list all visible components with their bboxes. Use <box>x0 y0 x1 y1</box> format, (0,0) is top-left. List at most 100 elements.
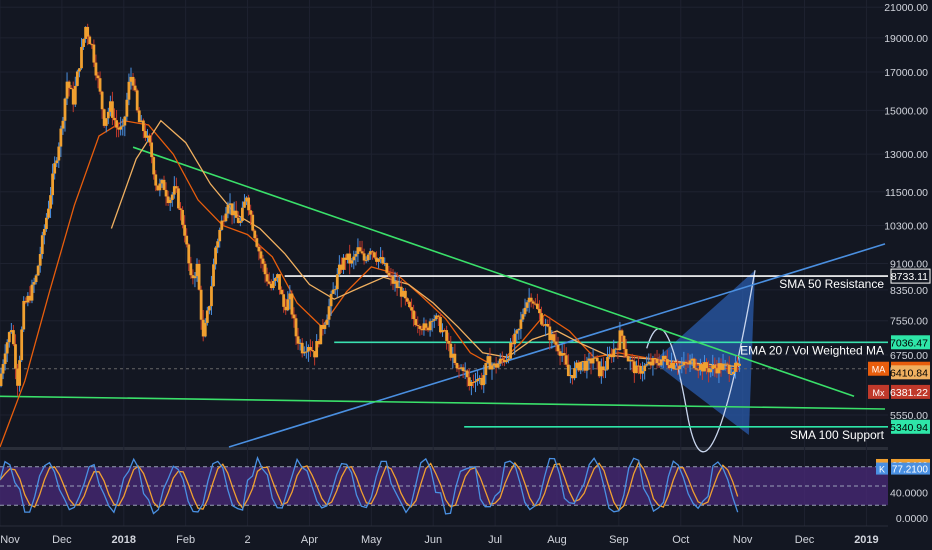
candle-body <box>488 356 492 370</box>
price-badge-tag-label: MA <box>872 365 886 375</box>
candle-body <box>224 213 228 222</box>
candle-body <box>63 98 67 121</box>
candle-body <box>53 163 57 174</box>
candle-body <box>698 364 702 370</box>
price-tick-label: 6750.00 <box>890 350 928 362</box>
candle-body <box>210 286 213 307</box>
annotations: SMA 50 Resistance EMA 20 / Vol Weighted M… <box>740 277 885 442</box>
candle-body <box>28 295 32 301</box>
candle-body <box>432 319 436 321</box>
candle-body <box>294 318 298 337</box>
candle-body <box>622 335 626 350</box>
price-badge <box>890 268 931 284</box>
candle-body <box>515 330 519 334</box>
candle-body <box>137 110 141 123</box>
candle-body <box>315 341 319 358</box>
candle-body <box>463 370 467 372</box>
candle-body <box>482 375 486 386</box>
candle-body <box>154 174 158 186</box>
candle-body <box>348 253 352 264</box>
candle-body <box>661 355 665 361</box>
candle-body <box>42 229 46 236</box>
candle-body <box>412 310 416 320</box>
oscillator-k-line <box>0 455 739 515</box>
candle-body <box>736 362 739 366</box>
candle-body <box>420 328 424 331</box>
candle-body <box>22 300 26 330</box>
candle-body <box>183 224 187 236</box>
candle-body <box>645 364 649 366</box>
candle-body <box>321 324 325 329</box>
candle-body <box>78 68 81 72</box>
candle-body <box>705 362 708 369</box>
annotation-label: EMA 20 / Vol Weighted MA <box>740 343 884 357</box>
candle-body <box>467 377 471 386</box>
price-badge-tag <box>868 361 889 376</box>
pane-divider <box>0 447 888 450</box>
candle-body <box>49 195 52 209</box>
candle-body <box>166 196 170 204</box>
candle-body <box>18 360 21 386</box>
candle-body <box>606 356 609 370</box>
candle-body <box>375 257 378 262</box>
candle-body <box>201 319 205 337</box>
candle-body <box>445 330 449 341</box>
candle-body <box>484 363 488 376</box>
candle-body <box>146 135 149 138</box>
candle-body <box>610 354 614 358</box>
candle-body <box>257 246 261 252</box>
candle-body <box>333 289 337 291</box>
candle-body <box>562 353 566 356</box>
candle-body <box>267 281 271 284</box>
oscillator-badge <box>891 462 930 475</box>
candle-body <box>583 361 587 371</box>
candle-body <box>240 207 244 221</box>
candle-body <box>362 253 366 261</box>
candle-body <box>715 368 719 374</box>
candle-body <box>245 197 248 202</box>
candle-body <box>269 283 273 289</box>
candle-body <box>385 263 389 273</box>
candle-body <box>40 235 44 255</box>
candle-body <box>389 275 393 277</box>
candle-body <box>286 299 290 311</box>
candle-body <box>701 364 704 372</box>
candle-body <box>106 111 110 119</box>
price-badge-tag <box>868 384 889 399</box>
candle-body <box>16 368 19 386</box>
candle-body <box>94 62 98 76</box>
candle-body <box>168 199 172 204</box>
candle-body <box>585 360 589 371</box>
candle-body <box>544 324 548 326</box>
candle-body <box>692 358 696 369</box>
candle-body <box>465 370 469 378</box>
candle-body <box>472 381 475 383</box>
candle-body <box>490 365 494 370</box>
candle-body <box>678 365 682 370</box>
candle-body <box>158 183 162 191</box>
candle-body <box>51 173 55 196</box>
candle-body <box>641 371 645 374</box>
candle-body <box>523 307 527 315</box>
candle-body <box>197 263 201 290</box>
candle-body <box>304 351 308 353</box>
time-tick-label: Jul <box>488 534 502 546</box>
candle-body <box>73 85 77 105</box>
candle-body <box>682 362 686 366</box>
price-badge-tag-label: Mx <box>873 388 885 398</box>
price-tick-label: 19000.00 <box>884 33 928 45</box>
time-axis[interactable]: Nov Dec 2018 Feb 2 Apr May Jun Jul Aug Sep Oct Nov De… <box>0 525 932 550</box>
candle-body <box>222 220 226 222</box>
candle-body <box>614 348 618 350</box>
candle-body <box>323 324 327 329</box>
candle-body <box>558 351 562 356</box>
candle-body <box>387 272 391 276</box>
candle-body <box>195 263 199 277</box>
candle-body <box>571 375 574 379</box>
time-tick-label: Oct <box>672 534 689 546</box>
candle-body <box>228 203 232 205</box>
candle-body <box>274 278 277 282</box>
price-badge-label: 5340.94 <box>890 422 928 434</box>
price-badge <box>891 335 930 350</box>
